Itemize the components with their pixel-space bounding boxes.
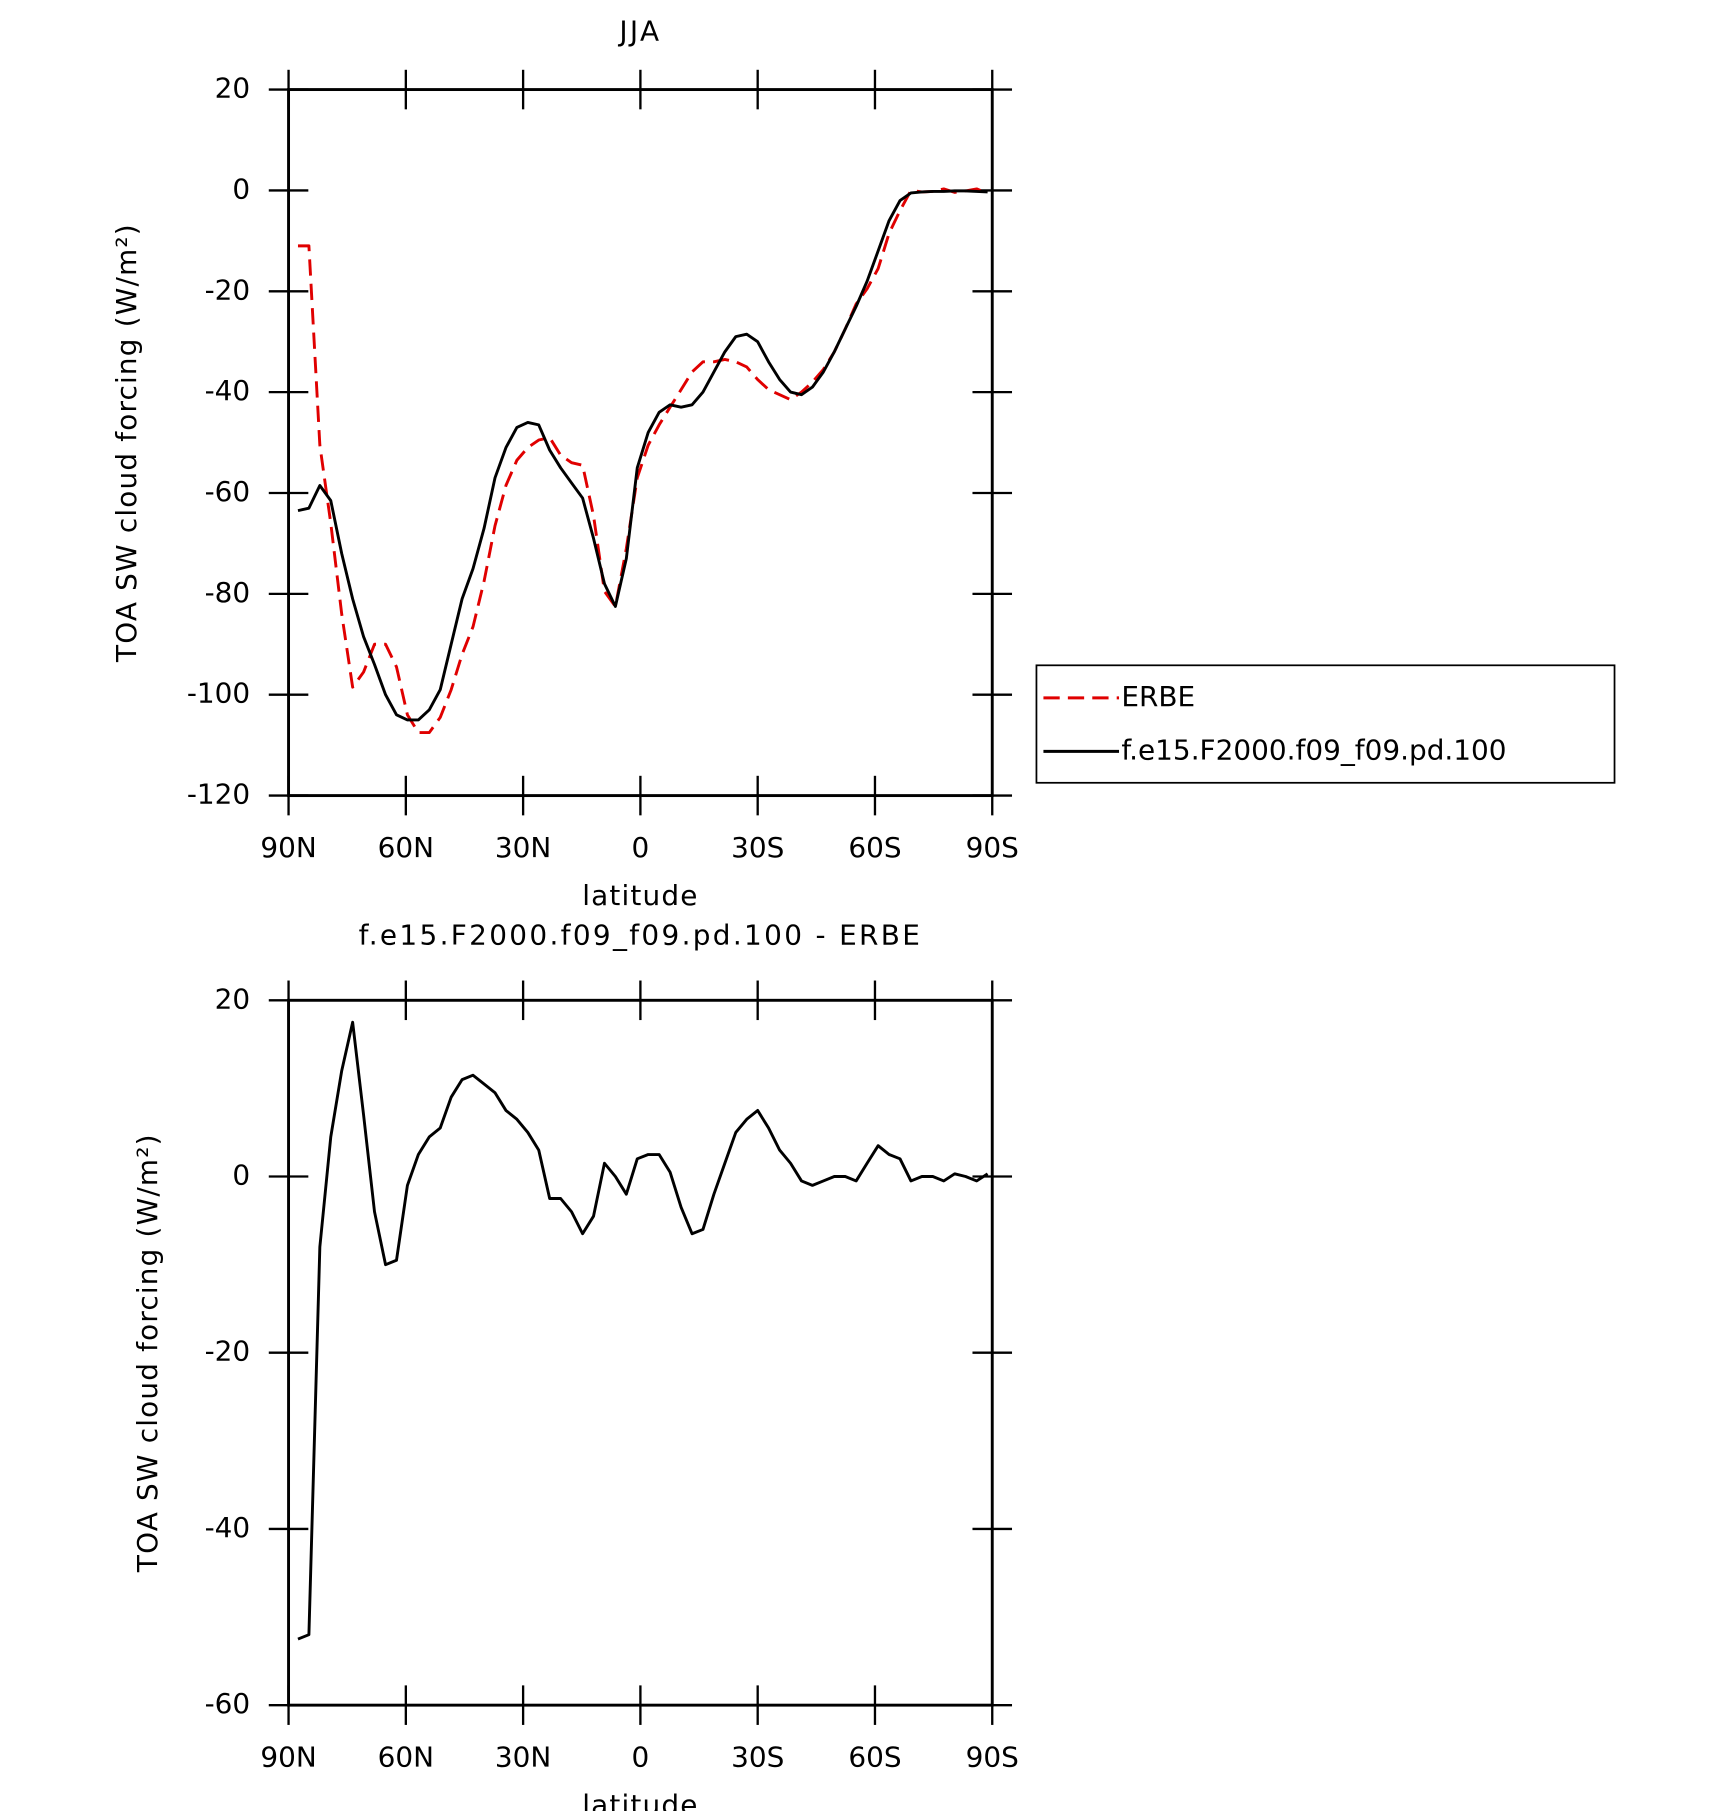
x-axis-label: latitude bbox=[582, 879, 698, 912]
y-tick-label: -100 bbox=[187, 677, 250, 710]
x-tick-label: 30N bbox=[495, 831, 551, 864]
y-tick-label: -120 bbox=[187, 778, 250, 811]
x-tick-label: 60S bbox=[848, 1741, 901, 1774]
y-tick-label: 0 bbox=[232, 1159, 250, 1192]
x-tick-label: 30S bbox=[731, 1741, 784, 1774]
data-line bbox=[297, 187, 989, 734]
legend-box bbox=[1035, 664, 1616, 784]
x-tick-label: 90N bbox=[260, 831, 316, 864]
y-tick-label: -40 bbox=[205, 1511, 251, 1544]
y-axis-label: TOA SW cloud forcing (W/m²) bbox=[131, 1133, 164, 1573]
plot-frame bbox=[287, 998, 994, 1707]
legend-label: f.e15.F2000.f09_f09.pd.100 bbox=[1121, 733, 1506, 766]
y-axis-label: TOA SW cloud forcing (W/m²) bbox=[110, 223, 143, 663]
y-tick-label: 0 bbox=[232, 172, 250, 205]
x-tick-label: 0 bbox=[632, 1741, 650, 1774]
y-tick-label: -60 bbox=[205, 475, 251, 508]
x-tick-label: 60N bbox=[378, 831, 434, 864]
data-line bbox=[297, 1020, 989, 1641]
x-tick-label: 90S bbox=[966, 831, 1019, 864]
y-tick-label: -20 bbox=[205, 1335, 251, 1368]
x-tick-label: 90N bbox=[260, 1741, 316, 1774]
y-tick-label: -60 bbox=[205, 1687, 251, 1720]
y-tick-label: -20 bbox=[205, 273, 251, 306]
x-tick-label: 60S bbox=[848, 831, 901, 864]
plot-frame bbox=[287, 88, 994, 798]
chart-title: JJA bbox=[617, 15, 661, 48]
x-tick-label: 30N bbox=[495, 1741, 551, 1774]
y-tick-label: 20 bbox=[215, 982, 251, 1015]
x-tick-label: 30S bbox=[731, 831, 784, 864]
x-tick-label: 60N bbox=[378, 1741, 434, 1774]
legend-label: ERBE bbox=[1121, 680, 1195, 713]
chart-title: f.e15.F2000.f09_f09.pd.100 - ERBE bbox=[359, 918, 923, 951]
y-tick-label: -40 bbox=[205, 374, 251, 407]
x-axis-label: latitude bbox=[582, 1788, 698, 1811]
x-tick-label: 0 bbox=[632, 831, 650, 864]
y-tick-label: 20 bbox=[215, 72, 251, 105]
data-line bbox=[297, 189, 988, 722]
x-tick-label: 90S bbox=[966, 1741, 1019, 1774]
y-tick-label: -80 bbox=[205, 576, 251, 609]
